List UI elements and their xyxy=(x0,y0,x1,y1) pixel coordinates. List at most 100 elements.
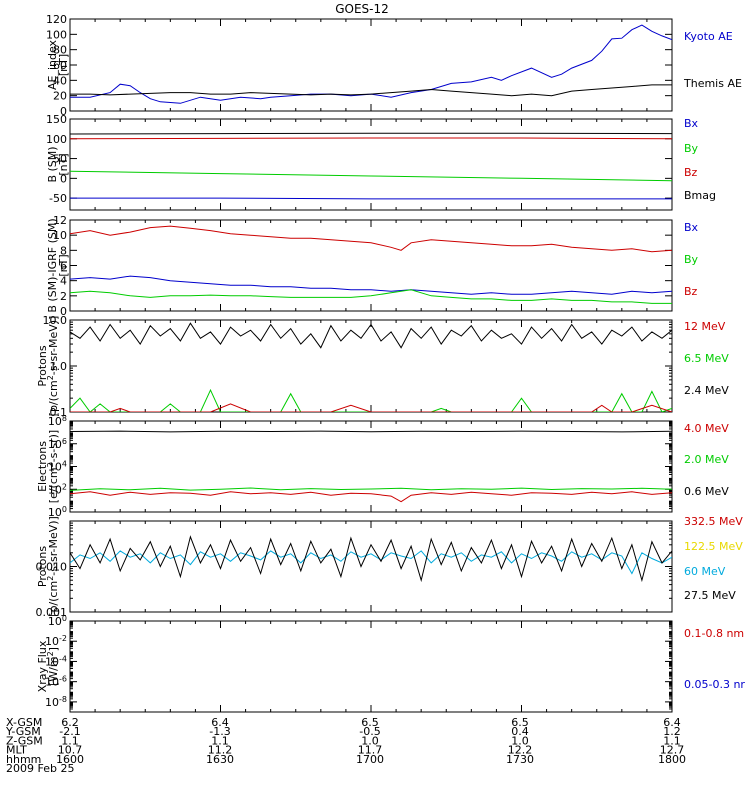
footer-value: 1600 xyxy=(56,753,84,766)
y-axis-label: Xray Flux xyxy=(36,640,49,692)
panel-frame xyxy=(69,319,673,413)
series-group xyxy=(70,322,672,412)
y-tick-label: 100 xyxy=(48,614,67,629)
footer-value: 12.7 xyxy=(660,744,685,757)
series-line-bx xyxy=(70,275,672,295)
footer-row-label: X-GSM xyxy=(6,716,42,729)
y-tick-label: 50 xyxy=(53,153,67,166)
legend-label: 122.5 MeV xyxy=(684,540,743,553)
footer-value: 1.2 xyxy=(663,725,681,738)
y-tick-label: 6 xyxy=(60,260,67,273)
y-tick-label: 20 xyxy=(53,90,67,103)
footer-value: 10.7 xyxy=(58,744,83,757)
legend-label: 27.5 MeV xyxy=(684,589,736,602)
panel-frame xyxy=(69,420,673,513)
panel-frame xyxy=(69,620,673,713)
footer-value: 1.0 xyxy=(511,734,529,747)
y-tick-label: 150 xyxy=(46,113,67,126)
y-tick-label: 100 xyxy=(46,133,67,146)
series-line-bz xyxy=(70,137,672,140)
footer-date: 2009 Feb 25 xyxy=(6,762,74,775)
legend-label: 60 MeV xyxy=(684,565,726,578)
series-group xyxy=(70,225,672,304)
y-axis-label: [nT] xyxy=(57,153,70,175)
panel-ae: 0 20 40 60 80 100 120 AE_index[nT] Kyoto AE Themi… xyxy=(46,13,742,118)
legend-label: Themis AE xyxy=(683,77,742,90)
series-line-2-4-mev xyxy=(70,322,672,349)
panel-xray: 10-8 10-6 10-4 10-2 100 Xray Flux[W/m2] 0.1-0.… xyxy=(36,614,745,713)
footer-value: 1.1 xyxy=(663,734,681,747)
y-axis-label: [W/m2] xyxy=(46,647,61,686)
footer-row-label: MLT xyxy=(6,744,27,757)
footer-value: 1630 xyxy=(206,753,234,766)
footer-value: 1.1 xyxy=(61,734,79,747)
y-axis-label: AE_index xyxy=(46,39,59,90)
y-tick-label: 10.0 xyxy=(43,314,68,327)
panel-electrons: 100 102 104 106 108 Electrons[e/(cm2-s-sr)] 4.… xyxy=(36,414,729,520)
series-line-by xyxy=(70,170,672,182)
y-axis-label: B (SM)-IGRF (SM) xyxy=(46,218,59,312)
footer-value: -1.3 xyxy=(209,725,230,738)
legend-label: 2.0 MeV xyxy=(684,453,729,466)
panel-bfield: -50 0 50 100 150 B (SM)[nT] Bx By Bz Bmag xyxy=(46,113,716,211)
y-tick-label: 1.0 xyxy=(50,360,68,373)
series-line-bx xyxy=(70,197,672,200)
footer-value: -0.5 xyxy=(359,725,380,738)
y-tick-label: 102 xyxy=(48,482,67,497)
panel-frame xyxy=(69,219,673,312)
legend-label: 6.5 MeV xyxy=(684,352,729,365)
footer-value: 1.1 xyxy=(211,734,229,747)
series-line-bmag xyxy=(70,132,672,135)
footer-value: 12.2 xyxy=(508,744,533,757)
y-axis-label: Protons xyxy=(36,546,49,587)
legend-label: Bz xyxy=(684,285,698,298)
series-group xyxy=(70,24,672,104)
y-tick-label: 10 xyxy=(53,229,67,242)
y-axis-label: Protons xyxy=(36,345,49,386)
legend-label: By xyxy=(684,142,699,155)
ephemeris-footer: X-GSM 6.2 6.4 6.5 6.5 6.4 Y-GSM -2.1 -1.3 -0.5 0.4… xyxy=(5,716,686,775)
y-tick-label: 0 xyxy=(60,105,67,118)
footer-row-label: Z-GSM xyxy=(6,734,43,747)
legend-label: 4.0 MeV xyxy=(684,422,729,435)
panel-frame xyxy=(69,18,673,112)
footer-value: 1800 xyxy=(658,753,686,766)
footer-value: 6.4 xyxy=(211,716,229,729)
legend-label: Bmag xyxy=(684,189,716,202)
footer-value: 1.0 xyxy=(361,734,379,747)
y-tick-label: 60 xyxy=(53,59,67,72)
y-tick-label: 0.010 xyxy=(36,561,68,574)
y-axis-label: [nT] xyxy=(57,54,70,76)
y-tick-label: 108 xyxy=(48,414,67,429)
y-tick-label: 4 xyxy=(60,275,67,288)
series-line-6-5-mev xyxy=(70,388,672,412)
legend-label: Bz xyxy=(684,166,698,179)
y-tick-label: 10-4 xyxy=(45,654,67,669)
footer-row-label: hhmm xyxy=(6,753,41,766)
footer-value: 0.4 xyxy=(511,725,529,738)
plot-title: GOES-12 xyxy=(335,2,389,16)
y-tick-label: 0.1 xyxy=(50,406,68,419)
y-tick-label: 12 xyxy=(53,214,67,227)
y-axis-label: Electrons xyxy=(36,441,49,492)
y-tick-label: 100 xyxy=(46,28,67,41)
legend-label: 12 MeV xyxy=(684,320,726,333)
legend-label: 332.5 MeV xyxy=(684,515,743,528)
series-line-4-0-mev xyxy=(70,491,672,503)
series-line-60-mev xyxy=(70,550,672,575)
y-axis-label: [e/(cm2-s-sr)] xyxy=(46,430,61,503)
footer-value: 6.4 xyxy=(663,716,681,729)
legend-label: 0.6 MeV xyxy=(684,485,729,498)
y-tick-label: 0 xyxy=(60,172,67,185)
footer-value: 11.2 xyxy=(208,744,233,757)
series-group xyxy=(70,430,672,503)
footer-value: 11.7 xyxy=(358,744,383,757)
y-axis-label: [p/(cm2-s-sr-MeV)] xyxy=(46,316,61,417)
y-tick-label: 120 xyxy=(46,13,67,26)
y-axis-label: [p/(cm2-s-sr-MeV)] xyxy=(46,516,61,617)
y-tick-label: 106 xyxy=(48,436,67,451)
series-line-kyoto-ae xyxy=(70,24,672,104)
